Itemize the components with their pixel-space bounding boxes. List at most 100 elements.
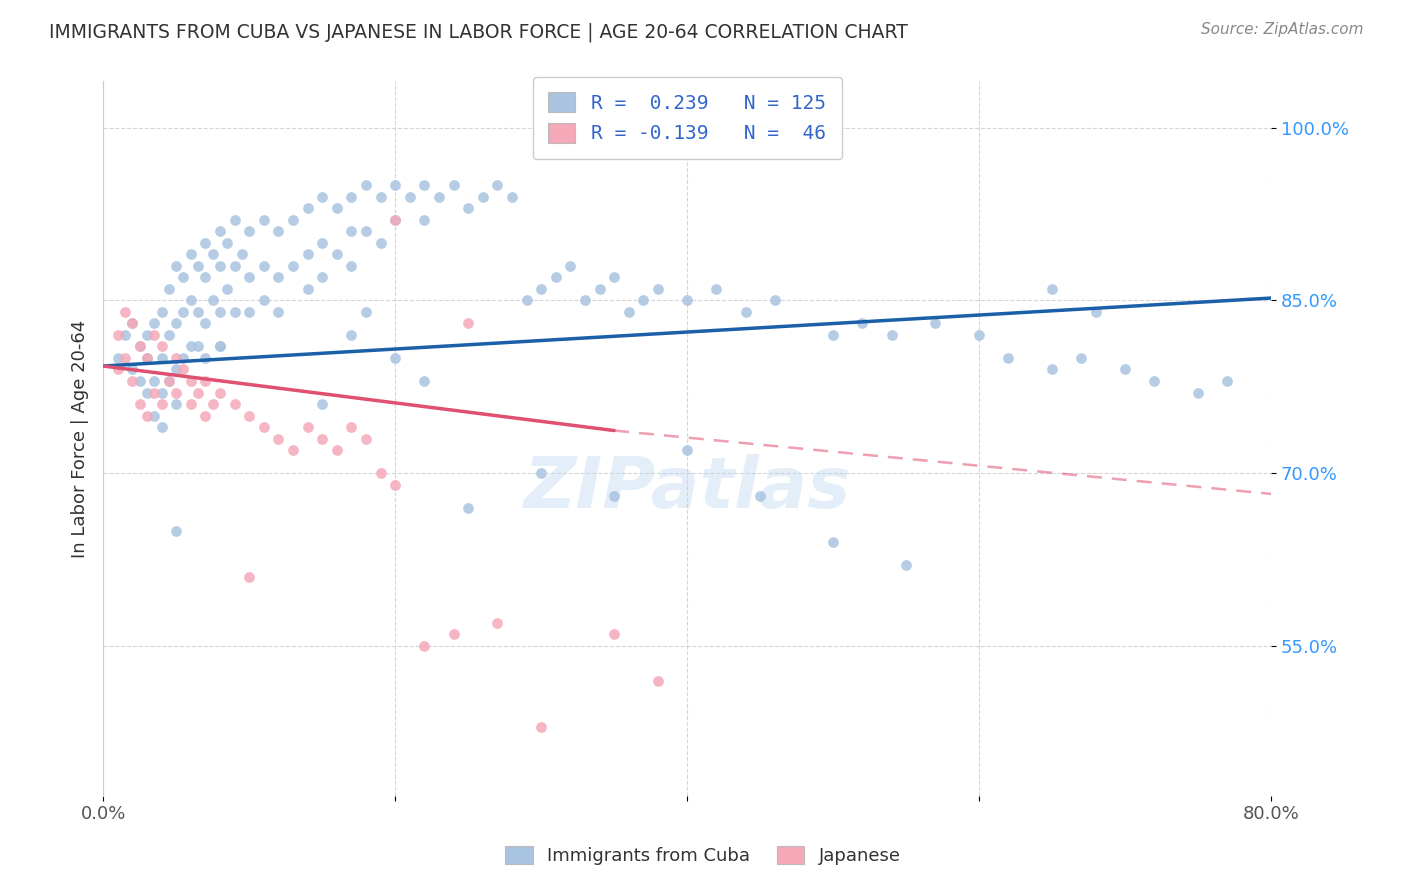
- Point: [1143, 374, 1166, 388]
- Point: [157, 374, 180, 388]
- Y-axis label: In Labor Force | Age 20-64: In Labor Force | Age 20-64: [72, 319, 89, 558]
- Point: [143, 409, 166, 423]
- Point: [180, 247, 202, 261]
- Text: Source: ZipAtlas.com: Source: ZipAtlas.com: [1201, 22, 1364, 37]
- Point: [311, 235, 333, 250]
- Point: [180, 293, 202, 308]
- Point: [194, 409, 217, 423]
- Point: [749, 489, 772, 503]
- Point: [325, 247, 347, 261]
- Point: [340, 224, 363, 238]
- Point: [457, 500, 479, 515]
- Point: [224, 212, 246, 227]
- Point: [194, 317, 217, 331]
- Point: [413, 374, 436, 388]
- Point: [354, 178, 377, 193]
- Point: [311, 189, 333, 203]
- Point: [530, 282, 553, 296]
- Point: [238, 224, 260, 238]
- Point: [398, 189, 420, 203]
- Point: [1187, 385, 1209, 400]
- Point: [208, 259, 231, 273]
- Point: [413, 212, 436, 227]
- Point: [823, 535, 845, 549]
- Point: [157, 327, 180, 342]
- Point: [297, 420, 319, 434]
- Point: [427, 189, 450, 203]
- Point: [588, 282, 610, 296]
- Point: [924, 317, 946, 331]
- Point: [267, 305, 290, 319]
- Point: [107, 327, 129, 342]
- Point: [194, 351, 217, 365]
- Text: IMMIGRANTS FROM CUBA VS JAPANESE IN LABOR FORCE | AGE 20-64 CORRELATION CHART: IMMIGRANTS FROM CUBA VS JAPANESE IN LABO…: [49, 22, 908, 42]
- Point: [297, 201, 319, 215]
- Point: [574, 293, 596, 308]
- Point: [311, 397, 333, 411]
- Point: [157, 282, 180, 296]
- Point: [121, 317, 143, 331]
- Point: [165, 317, 187, 331]
- Point: [180, 339, 202, 353]
- Legend: Immigrants from Cuba, Japanese: Immigrants from Cuba, Japanese: [496, 837, 910, 874]
- Point: [231, 247, 253, 261]
- Point: [370, 189, 392, 203]
- Point: [413, 178, 436, 193]
- Point: [340, 189, 363, 203]
- Point: [894, 558, 917, 573]
- Point: [325, 201, 347, 215]
- Point: [413, 639, 436, 653]
- Point: [676, 443, 699, 458]
- Point: [267, 224, 290, 238]
- Point: [172, 270, 194, 285]
- Point: [128, 397, 150, 411]
- Point: [370, 235, 392, 250]
- Point: [704, 282, 727, 296]
- Point: [150, 385, 173, 400]
- Point: [253, 293, 276, 308]
- Point: [208, 339, 231, 353]
- Point: [217, 282, 239, 296]
- Point: [297, 282, 319, 296]
- Point: [311, 432, 333, 446]
- Point: [201, 247, 224, 261]
- Point: [253, 420, 276, 434]
- Point: [121, 374, 143, 388]
- Point: [676, 293, 699, 308]
- Point: [501, 189, 523, 203]
- Point: [150, 420, 173, 434]
- Point: [325, 443, 347, 458]
- Point: [150, 397, 173, 411]
- Point: [1114, 362, 1136, 376]
- Point: [997, 351, 1019, 365]
- Point: [217, 235, 239, 250]
- Point: [208, 385, 231, 400]
- Text: ZIPatlas: ZIPatlas: [523, 454, 851, 523]
- Point: [143, 374, 166, 388]
- Point: [180, 374, 202, 388]
- Point: [165, 351, 187, 365]
- Point: [143, 317, 166, 331]
- Point: [340, 420, 363, 434]
- Point: [172, 362, 194, 376]
- Point: [354, 432, 377, 446]
- Point: [238, 570, 260, 584]
- Point: [165, 397, 187, 411]
- Point: [224, 305, 246, 319]
- Point: [187, 339, 209, 353]
- Point: [201, 397, 224, 411]
- Point: [187, 259, 209, 273]
- Point: [267, 432, 290, 446]
- Point: [194, 270, 217, 285]
- Point: [114, 327, 136, 342]
- Point: [967, 327, 990, 342]
- Point: [224, 259, 246, 273]
- Point: [238, 270, 260, 285]
- Point: [647, 673, 669, 688]
- Point: [238, 409, 260, 423]
- Point: [281, 443, 304, 458]
- Point: [128, 339, 150, 353]
- Point: [603, 489, 626, 503]
- Point: [633, 293, 655, 308]
- Point: [157, 374, 180, 388]
